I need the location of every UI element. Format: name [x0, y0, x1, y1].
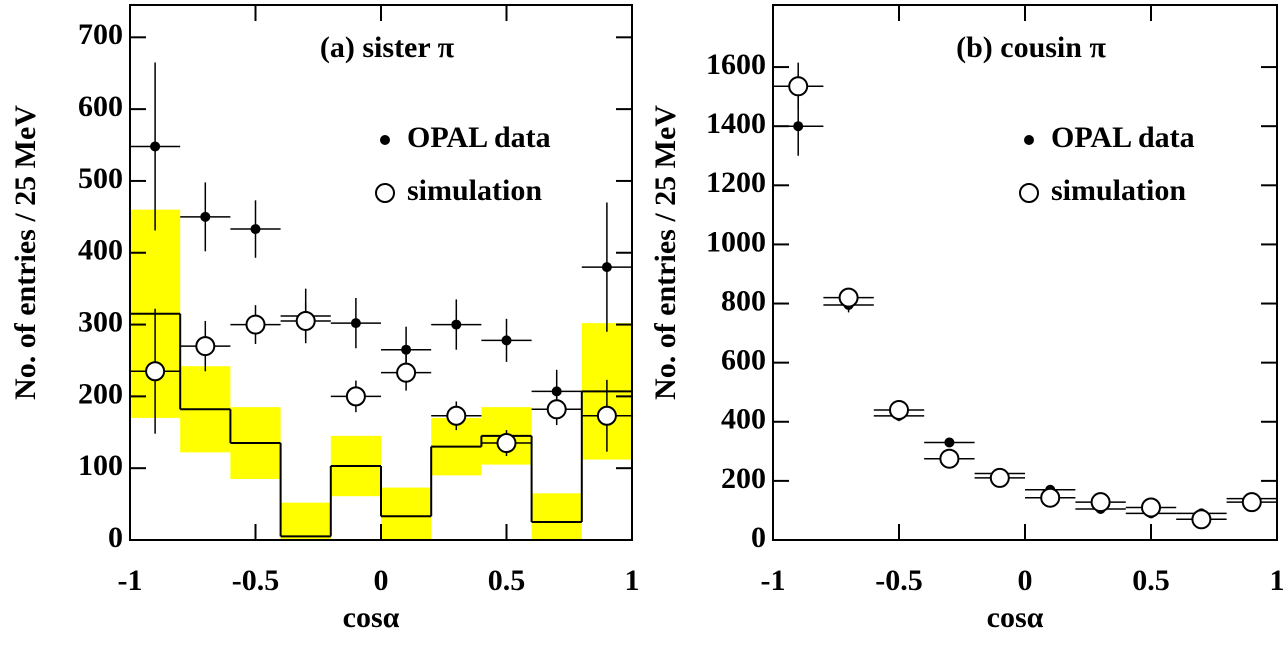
data-point: [1241, 492, 1262, 513]
data-point: [195, 336, 216, 357]
y-tick-label: 800: [721, 284, 766, 317]
x-tick-label: 0.5: [1132, 564, 1170, 597]
y-axis-label: No. of entries / 25 MeV: [649, 105, 682, 400]
y-tick-label: 100: [78, 449, 123, 482]
data-point: [350, 318, 361, 329]
y-tick-label: 200: [78, 377, 123, 410]
y-tick-label: 1200: [706, 166, 766, 199]
data-point: [788, 76, 809, 97]
data-point: [551, 386, 562, 397]
plot-frame: [772, 4, 1278, 541]
legend-label: OPAL data: [407, 121, 551, 154]
data-point: [200, 211, 211, 222]
legend-label: simulation: [407, 174, 542, 207]
data-point: [793, 121, 804, 132]
data-point: [345, 386, 366, 407]
y-tick-label: 400: [78, 234, 123, 267]
y-tick-label: 1400: [706, 107, 766, 140]
data-point: [1090, 492, 1111, 513]
data-point: [1040, 487, 1061, 508]
x-tick-label: 0: [374, 564, 389, 597]
data-point: [245, 314, 266, 335]
x-tick-label: -1: [761, 564, 786, 597]
data-point: [838, 287, 859, 308]
x-tick-label: -0.5: [875, 564, 923, 597]
legend-label: simulation: [1051, 174, 1186, 207]
x-axis-label: cosα: [343, 601, 400, 634]
y-axis-label: No. of entries / 25 MeV: [9, 105, 42, 400]
y-tick-label: 700: [78, 18, 123, 51]
data-point: [396, 362, 417, 383]
y-tick-label: 500: [78, 162, 123, 195]
data-point: [446, 405, 467, 426]
x-tick-label: 1: [1270, 564, 1285, 597]
x-tick-label: -1: [118, 564, 143, 597]
y-tick-label: 600: [721, 344, 766, 377]
y-tick-label: 400: [721, 403, 766, 436]
data-point: [145, 361, 166, 382]
data-point: [451, 319, 462, 330]
data-point: [295, 310, 316, 331]
y-tick-label: 0: [751, 521, 766, 554]
data-point: [501, 335, 512, 346]
legend-label: OPAL data: [1051, 121, 1195, 154]
data-point: [989, 467, 1010, 488]
data-point: [1191, 509, 1212, 530]
data-point: [889, 399, 909, 420]
legend-marker: [1024, 135, 1034, 145]
legend-marker: [380, 135, 390, 145]
x-axis-label: cosα: [987, 601, 1044, 634]
data-point: [401, 344, 412, 355]
error-band: [531, 493, 582, 540]
panel-title: (b) cousin π: [956, 31, 1106, 64]
x-tick-label: 0: [1018, 564, 1033, 597]
x-tick-label: -0.5: [232, 564, 280, 597]
y-tick-label: 600: [78, 90, 123, 123]
data-point: [496, 433, 517, 454]
panel-title: (a) sister π: [320, 31, 455, 64]
y-tick-label: 1000: [706, 225, 766, 258]
data-point: [546, 399, 567, 420]
data-point: [250, 224, 261, 235]
error-band: [381, 487, 432, 540]
x-tick-label: 1: [625, 564, 640, 597]
data-point: [1141, 497, 1161, 518]
data-point: [601, 262, 612, 273]
x-tick-label: 0.5: [488, 564, 526, 597]
data-point: [150, 141, 161, 152]
y-tick-label: 200: [721, 462, 766, 495]
data-point: [944, 437, 955, 448]
data-point: [596, 405, 617, 426]
error-band: [280, 502, 331, 540]
legend-marker: [375, 183, 395, 203]
data-point: [939, 448, 960, 469]
y-tick-label: 1600: [706, 48, 766, 81]
legend-marker: [1019, 183, 1039, 203]
y-tick-label: 300: [78, 305, 123, 338]
y-tick-label: 0: [108, 521, 123, 554]
